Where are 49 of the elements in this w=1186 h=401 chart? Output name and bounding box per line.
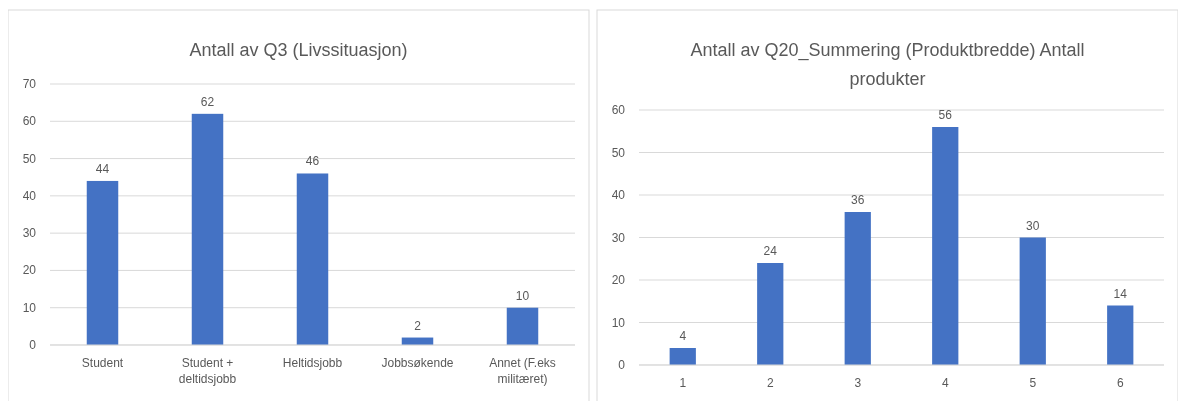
y-tick-label: 40 [22,188,37,203]
chart-title: Antall av Q3 (Livssituasjon) [189,40,408,60]
bar [932,127,959,365]
x-tick-label: 2 [766,376,774,390]
data-label: 30 [1026,218,1040,233]
y-tick-label: 50 [22,151,37,166]
x-tick-label: 6 [1116,376,1124,390]
y-tick-label: 10 [22,300,37,315]
data-label: 2 [414,318,422,333]
chart-title: Antall av Q20_Summering (Produktbredde) Antall produkter [690,40,1085,89]
y-tick-label: 20 [22,263,37,278]
data-label: 46 [305,154,320,169]
data-label: 10 [515,288,530,303]
bar [1107,305,1134,365]
y-tick-label: 60 [22,114,37,129]
bar [296,173,329,345]
data-label: 44 [95,161,110,176]
x-tick-label: 1 [679,376,687,390]
x-tick-label: Heltidsjobb [282,356,343,370]
bar [506,307,539,345]
data-label: 4 [679,329,687,343]
y-tick-label: 0 [29,338,37,352]
x-tick-label: 5 [1029,376,1037,390]
data-label: 14 [1113,286,1128,301]
y-tick-label: 20 [611,273,626,287]
y-tick-label: 10 [611,315,626,330]
bar [191,113,224,345]
bar [757,263,784,365]
data-label: 56 [938,108,953,122]
y-tick-label: 60 [611,103,626,117]
y-tick-label: 30 [22,226,37,241]
data-label: 36 [851,193,865,207]
bar [1019,237,1046,365]
y-tick-label: 0 [618,358,626,372]
y-tick-label: 40 [611,188,626,202]
x-tick-label: Annet (F.eks militæret) [489,356,556,386]
x-tick-label: Student [81,356,124,370]
y-tick-label: 70 [22,77,37,91]
bar [844,212,871,365]
data-label: 24 [763,244,778,258]
x-tick-label: Student + deltidsjobb [178,356,237,386]
bar [86,180,119,345]
x-tick-label: 4 [941,376,949,390]
y-tick-label: 30 [611,230,626,245]
y-tick-label: 50 [611,145,626,160]
x-tick-label: Jobbsøkende [381,356,454,370]
bar [669,348,696,365]
data-label: 62 [200,94,215,109]
x-tick-label: 3 [854,376,862,390]
